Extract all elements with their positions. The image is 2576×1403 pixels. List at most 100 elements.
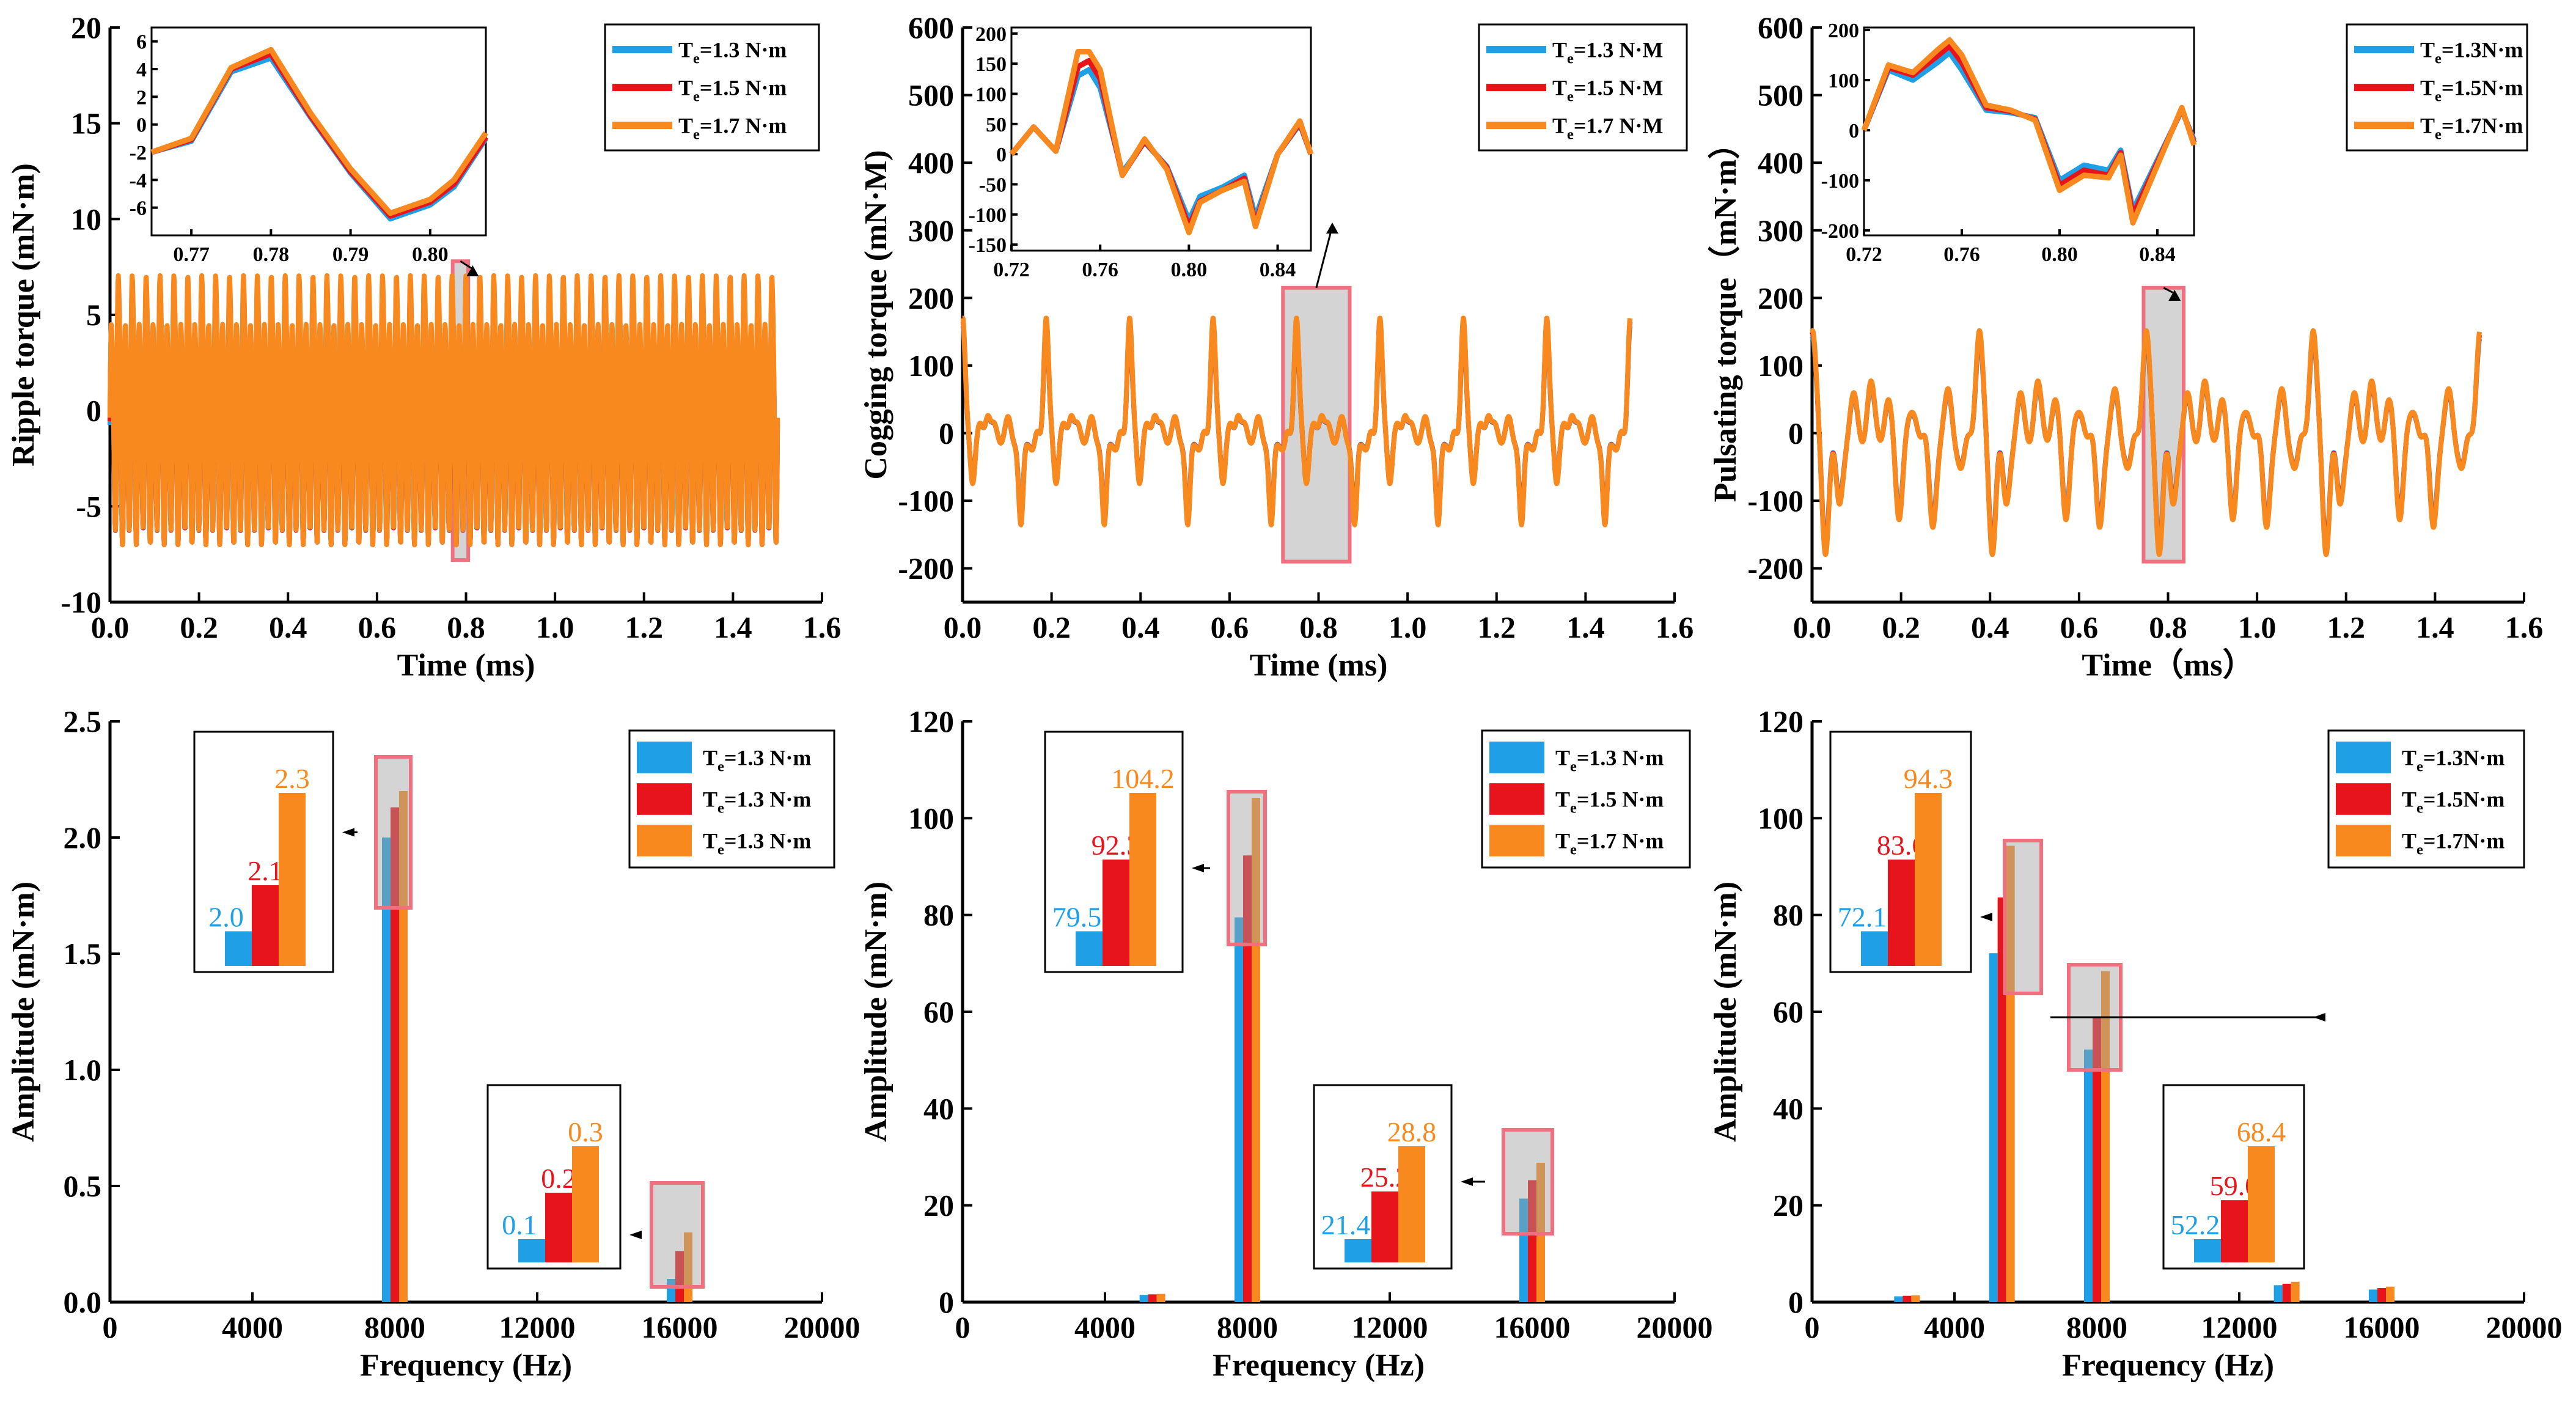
- inset-x-tick-label: 0.72: [993, 259, 1030, 281]
- inset-y-tick-label: 0: [136, 114, 147, 137]
- inset-y-tick-label: 6: [136, 31, 147, 54]
- x-tick-label: 0.0: [1793, 610, 1832, 644]
- y-tick-label: 300: [908, 213, 954, 248]
- panel-ripple: 0.0 0.2 0.4 0.6 0.8 1.0 1.2 1.4 1.6-10-505101520…: [6, 10, 841, 683]
- bar-4-0: [2369, 1289, 2377, 1302]
- legend-label: Te=1.3 N·m: [703, 746, 811, 775]
- x-tick-label: 0.0: [944, 610, 982, 644]
- y-tick-label: 200: [1758, 281, 1804, 315]
- bar-1-0: [667, 1279, 675, 1302]
- inset-bar-1-0: [2194, 1239, 2221, 1262]
- bar-0-1: [1903, 1295, 1912, 1302]
- y-tick-label: 200: [908, 281, 954, 315]
- y-tick-label: 0: [939, 416, 954, 451]
- y-tick-label: -5: [76, 489, 101, 523]
- inset-data-label-1-0: 21.4: [1321, 1209, 1371, 1240]
- inset-y-tick-label: -100: [969, 204, 1007, 227]
- inset-bar-1-2: [1398, 1146, 1425, 1262]
- x-axis-title: Time (ms): [397, 648, 535, 683]
- bar-0-0: [1139, 1295, 1148, 1302]
- inset-x-tick-label: 0.78: [253, 243, 290, 266]
- x-tick-label: 0: [103, 1310, 118, 1344]
- y-tick-label: 0.5: [64, 1169, 102, 1203]
- inset-data-label-0-2: 94.3: [1904, 763, 1953, 794]
- zoom-arrowhead-1: [629, 1231, 642, 1239]
- x-tick-label: 0.2: [180, 610, 218, 644]
- bar-0-2: [1156, 1294, 1165, 1302]
- inset-bar-0-2: [279, 793, 306, 966]
- legend-label: Te=1.7 N·M: [1552, 114, 1663, 143]
- highlight-box-1: [1502, 1128, 1554, 1235]
- bar-0-1: [1148, 1294, 1157, 1302]
- bar-2-0: [1519, 1198, 1528, 1302]
- inset-bar-0-0: [1076, 931, 1103, 966]
- legend-label: Te=1.5N·m: [2420, 76, 2523, 105]
- bar-0-2: [1911, 1295, 1920, 1302]
- bar-3-2: [2291, 1281, 2300, 1302]
- zoom-arrowhead: [2168, 290, 2181, 301]
- y-axis-title: Amplitude (mN·m): [859, 882, 894, 1142]
- inset-bar-1-2: [572, 1146, 599, 1262]
- y-axis-title: Cogging torque (mN·M): [859, 150, 894, 479]
- bar-0-0: [1894, 1296, 1903, 1302]
- inset-y-tick-label: 2: [136, 86, 147, 109]
- bar-1-1: [1243, 855, 1252, 1302]
- y-axis-title: Amplitude (mN·m): [1708, 882, 1743, 1142]
- y-tick-label: 100: [908, 801, 954, 835]
- panel-cogging: 0.0 0.2 0.4 0.6 0.8 1.0 1.2 1.4 1.6 -200 -100 0 100 2…: [859, 10, 1693, 683]
- y-tick-label: 0: [939, 1285, 954, 1319]
- y-tick-label: 120: [908, 704, 954, 738]
- y-tick-label: 0: [1788, 416, 1804, 451]
- inset-y-tick-label: 150: [975, 53, 1007, 76]
- inset-y-tick-label: 100: [975, 84, 1007, 106]
- legend-label: Te=1.7 N·m: [678, 114, 787, 143]
- x-tick-label: 16000: [2344, 1310, 2420, 1344]
- legend-label: Te=1.7N·m: [2420, 114, 2523, 143]
- y-tick-label: 400: [908, 145, 954, 180]
- inset-y-tick-label: -150: [969, 234, 1007, 257]
- inset-frame: [1863, 26, 2195, 237]
- y-tick-label: 0: [86, 394, 101, 428]
- y-tick-label: 1.5: [64, 937, 102, 971]
- x-tick-label: 1.6: [803, 610, 842, 644]
- x-tick-label: 8000: [1217, 1310, 1278, 1344]
- y-tick-label: -100: [1747, 484, 1804, 518]
- inset-y-tick-label: -200: [1821, 220, 1859, 243]
- inset-bar-1-1: [1371, 1191, 1398, 1262]
- y-tick-label: 0: [1788, 1285, 1804, 1319]
- legend-label: Te=1.5 N·M: [1552, 76, 1663, 105]
- legend-label: Te=1.3 N·m: [678, 38, 787, 67]
- inset-bar-0-0: [1861, 931, 1888, 966]
- series-line-2: [960, 315, 1633, 528]
- y-tick-label: 100: [1758, 801, 1804, 835]
- inset-y-tick-label: 0: [996, 144, 1007, 166]
- inset-bar-1-2: [2248, 1146, 2275, 1262]
- bar-2-0: [2084, 1049, 2093, 1302]
- x-tick-label: 0.8: [1299, 610, 1338, 644]
- panel-pulsating: 0.0 0.2 0.4 0.6 0.8 1.0 1.2 1.4 1.6 -200 -100 0 100 2…: [1708, 10, 2543, 683]
- legend-label: Te=1.7N·m: [2402, 829, 2504, 858]
- inset-data-label-1-1: 0.2: [541, 1163, 576, 1194]
- x-axis-title: Time (ms): [1250, 648, 1388, 683]
- y-tick-label: 300: [1758, 213, 1804, 248]
- inset-bar-1-1: [2221, 1200, 2248, 1262]
- y-tick-label: 400: [1758, 145, 1804, 180]
- zoom-arrowhead: [1326, 223, 1338, 234]
- inset-x-tick-label: 0.84: [2139, 243, 2176, 266]
- legend-swatch: [2336, 742, 2391, 773]
- inset-data-label-1-0: 0.1: [502, 1209, 537, 1240]
- x-tick-label: 1.4: [2416, 610, 2454, 644]
- inset-bar-0-0: [225, 931, 252, 966]
- x-tick-label: 8000: [2066, 1310, 2127, 1344]
- inset-bar-1-1: [545, 1193, 572, 1262]
- legend-swatch: [1489, 742, 1544, 773]
- legend-swatch: [637, 742, 692, 773]
- series-line-2: [108, 273, 780, 548]
- panel-amp3: 0 4000 8000 12000 16000 20000 0 20 40 60 80 100 120 F…: [1708, 704, 2563, 1383]
- inset-x-tick-label: 0.76: [1082, 259, 1118, 281]
- inset-series-2: [1861, 37, 2197, 226]
- inset-y-tick-label: -50: [979, 174, 1007, 196]
- y-tick-label: 5: [86, 298, 101, 332]
- y-tick-label: 500: [908, 78, 954, 112]
- inset-data-label-0-0: 79.5: [1052, 901, 1102, 932]
